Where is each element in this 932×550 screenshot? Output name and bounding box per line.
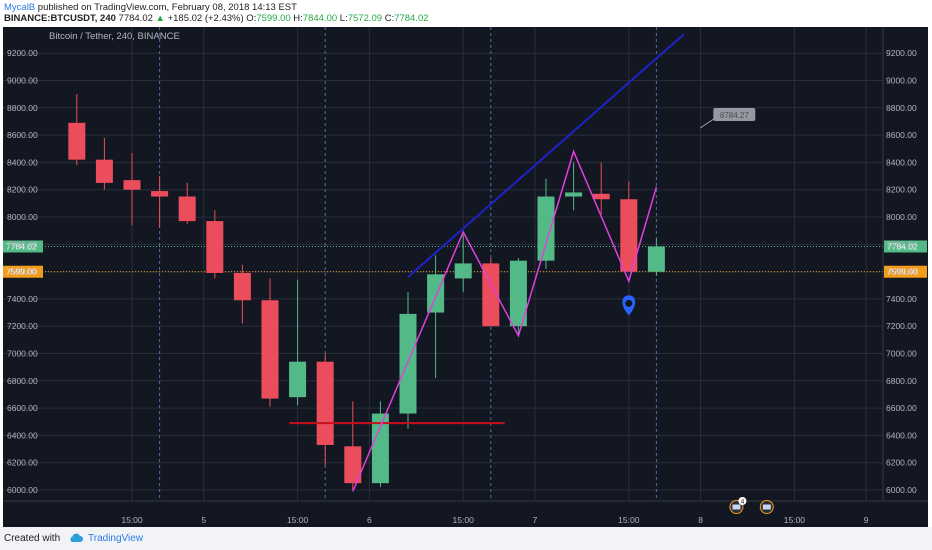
us-flag-icon bbox=[763, 505, 771, 510]
x-tick-label: 15:00 bbox=[453, 515, 475, 525]
candle-body bbox=[96, 160, 113, 183]
author-link[interactable]: MycalB bbox=[4, 2, 35, 13]
y-tick-label-right: 8200.00 bbox=[886, 185, 917, 195]
candle-body bbox=[455, 263, 472, 278]
y-tick-label-right: 6000.00 bbox=[886, 485, 917, 495]
y-tick-label-left: 8000.00 bbox=[7, 212, 38, 222]
y-tick-label-left: 8600.00 bbox=[7, 130, 38, 140]
candle-body bbox=[151, 191, 168, 196]
y-tick-label-right: 7800.00 bbox=[886, 239, 917, 249]
y-tick-label-left: 9200.00 bbox=[7, 48, 38, 58]
candle-body bbox=[648, 246, 665, 271]
y-tick-label-right: 7400.00 bbox=[886, 294, 917, 304]
y-tick-label-right: 8400.00 bbox=[886, 157, 917, 167]
candle-body bbox=[317, 362, 334, 445]
candle-body bbox=[289, 362, 306, 397]
y-tick-label-left: 6600.00 bbox=[7, 403, 38, 413]
candlestick-chart[interactable]: 7784.02 7784.02 7599.00 7599.00 8784.27 920… bbox=[3, 27, 928, 527]
x-tick-label: 9 bbox=[864, 515, 869, 525]
chart-title: Bitcoin / Tether, 240, BINANCE bbox=[49, 31, 180, 42]
x-tick-label: 15:00 bbox=[287, 515, 309, 525]
y-tick-label-left: 7000.00 bbox=[7, 349, 38, 359]
y-tick-label-right: 8000.00 bbox=[886, 212, 917, 222]
footer-bar: Created with TradingView bbox=[0, 527, 932, 550]
y-tick-label-left: 6200.00 bbox=[7, 458, 38, 468]
candle-body bbox=[400, 314, 417, 414]
low-label: L: bbox=[340, 13, 348, 24]
publish-line: MycalB published on TradingView.com, Feb… bbox=[4, 2, 297, 13]
open-value: 7599.00 bbox=[256, 13, 290, 24]
y-tick-label-left: 6800.00 bbox=[7, 376, 38, 386]
candle-body bbox=[262, 300, 279, 398]
high-value: 7844.00 bbox=[303, 13, 337, 24]
y-tick-label-right: 9000.00 bbox=[886, 76, 917, 86]
x-tick-label: 5 bbox=[201, 515, 206, 525]
y-tick-label-right: 6200.00 bbox=[886, 458, 917, 468]
y-tick-label-left: 6400.00 bbox=[7, 430, 38, 440]
x-tick-label: 15:00 bbox=[121, 515, 143, 525]
y-tick-label-right: 6600.00 bbox=[886, 403, 917, 413]
candle-body bbox=[593, 194, 610, 199]
y-tick-label-left: 8400.00 bbox=[7, 157, 38, 167]
candle-body bbox=[565, 192, 582, 196]
close-label: C: bbox=[385, 13, 395, 24]
y-tick-label-right: 7200.00 bbox=[886, 321, 917, 331]
published-text: published on TradingView.com, February 0… bbox=[38, 2, 297, 13]
last-price: 7784.02 bbox=[119, 13, 153, 24]
open-label: O: bbox=[246, 13, 256, 24]
candle-body bbox=[538, 197, 555, 261]
y-tick-label-right: 8600.00 bbox=[886, 130, 917, 140]
y-tick-label-right: 6800.00 bbox=[886, 376, 917, 386]
ohlc-line: BINANCE:BTCUSDT, 240 7784.02 ▲ +185.02 (… bbox=[4, 13, 429, 24]
x-tick-label: 15:00 bbox=[784, 515, 806, 525]
y-tick-label-left: 6000.00 bbox=[7, 485, 38, 495]
y-tick-label-left: 9000.00 bbox=[7, 76, 38, 86]
y-tick-label-right: 6400.00 bbox=[886, 430, 917, 440]
y-tick-label-left: 7200.00 bbox=[7, 321, 38, 331]
y-tick-label-right: 7000.00 bbox=[886, 349, 917, 359]
map-pin-hole bbox=[625, 300, 632, 307]
badge-count: 4 bbox=[741, 499, 745, 506]
callout-label: 8784.27 bbox=[720, 111, 749, 120]
chart-area[interactable]: 7784.02 7784.02 7599.00 7599.00 8784.27 920… bbox=[3, 27, 928, 527]
us-flag-icon bbox=[732, 505, 740, 510]
candle-body bbox=[179, 197, 196, 222]
candle-body bbox=[427, 274, 444, 312]
high-label: H: bbox=[293, 13, 303, 24]
candle-body bbox=[68, 123, 85, 160]
price-change: +185.02 (+2.43%) bbox=[168, 13, 244, 24]
candle-body bbox=[234, 273, 251, 300]
x-tick-label: 8 bbox=[698, 515, 703, 525]
tradingview-cloud-icon bbox=[68, 531, 84, 545]
y-tick-label-left: 7800.00 bbox=[7, 239, 38, 249]
y-tick-label-right: 8800.00 bbox=[886, 103, 917, 113]
chart-header: MycalB published on TradingView.com, Feb… bbox=[0, 0, 932, 26]
candle-body bbox=[124, 180, 141, 190]
y-tick-label-left: 8200.00 bbox=[7, 185, 38, 195]
x-tick-label: 15:00 bbox=[618, 515, 640, 525]
close-value: 7784.02 bbox=[394, 13, 428, 24]
up-arrow-icon: ▲ bbox=[156, 13, 165, 24]
y-tick-label-right: 7600.00 bbox=[886, 267, 917, 277]
low-value: 7572.09 bbox=[348, 13, 382, 24]
tradingview-brand-link[interactable]: TradingView bbox=[88, 533, 143, 544]
y-tick-label-left: 7600.00 bbox=[7, 267, 38, 277]
y-tick-label-right: 9200.00 bbox=[886, 48, 917, 58]
created-with-label: Created with bbox=[4, 533, 60, 544]
x-tick-label: 6 bbox=[367, 515, 372, 525]
symbol-label: BINANCE:BTCUSDT, 240 bbox=[4, 13, 116, 24]
candle-body bbox=[206, 221, 223, 273]
y-tick-label-left: 8800.00 bbox=[7, 103, 38, 113]
y-tick-label-left: 7400.00 bbox=[7, 294, 38, 304]
x-tick-label: 7 bbox=[533, 515, 538, 525]
